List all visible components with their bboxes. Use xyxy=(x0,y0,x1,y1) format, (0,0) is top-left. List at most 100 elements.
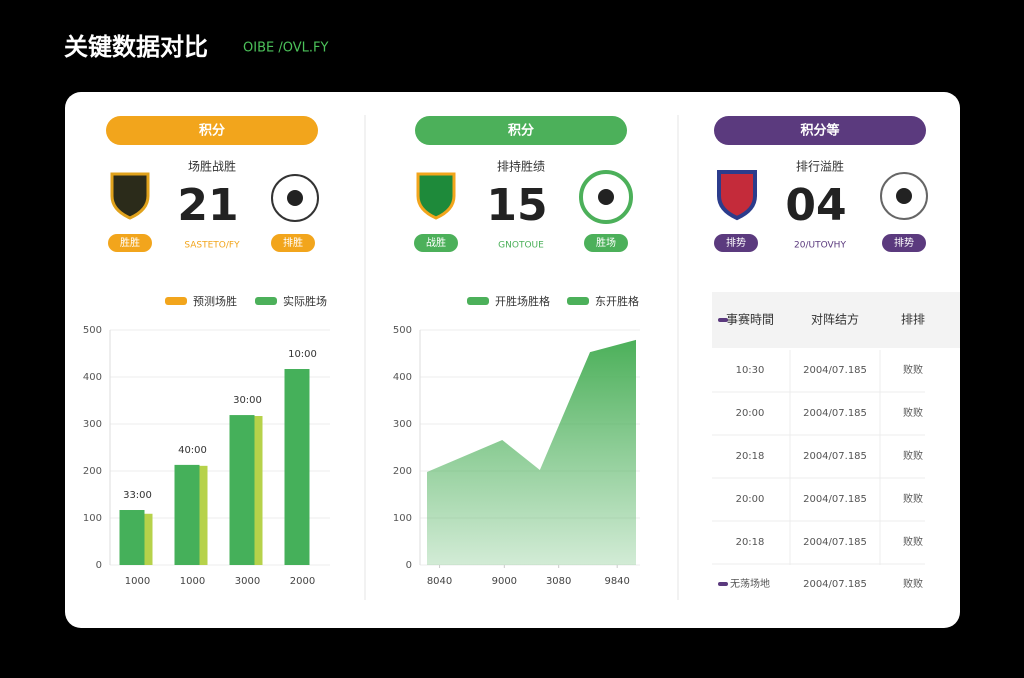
pill-label: 积分 xyxy=(199,123,225,139)
y-tick-label: 100 xyxy=(393,513,412,524)
table-cell: 2004/07.185 xyxy=(803,579,867,590)
y-tick-label: 0 xyxy=(96,560,102,571)
bar xyxy=(253,416,263,565)
bar xyxy=(174,464,200,565)
badges xyxy=(110,170,928,224)
table-cell: 2004/07.185 xyxy=(803,451,867,462)
table-cell: 20:18 xyxy=(736,537,765,548)
table-cell: 2004/07.185 xyxy=(803,494,867,505)
x-tick-label: 1000 xyxy=(180,576,205,587)
legend-label: 开胜场胜格 xyxy=(495,294,550,308)
tag xyxy=(108,234,152,252)
bar xyxy=(229,415,255,565)
table-cell: 败败 xyxy=(903,535,923,548)
x-tick-label: 1000 xyxy=(125,576,150,587)
score: 21 xyxy=(177,180,238,231)
caption: 排持胜绩 xyxy=(497,159,545,174)
x-tick-label: 3080 xyxy=(546,576,571,587)
y-tick-label: 500 xyxy=(83,325,102,336)
team-badge xyxy=(110,172,150,220)
y-tick-label: 400 xyxy=(83,372,102,383)
score: 04 xyxy=(785,180,846,231)
bar-annotation: 40:00 xyxy=(178,445,207,456)
table-header: 排排 xyxy=(901,313,925,327)
ball-icon xyxy=(598,189,614,205)
legend-label: 东开胜格 xyxy=(595,294,639,308)
bar xyxy=(198,465,208,565)
table-cell: 20:00 xyxy=(736,494,765,505)
x-tick-label: 3000 xyxy=(235,576,260,587)
tag-label: 排势 xyxy=(894,236,914,249)
y-tick-label: 500 xyxy=(393,325,412,336)
tag-label: 胜场 xyxy=(596,236,616,249)
table-cell: 20:00 xyxy=(736,408,765,419)
table-cell: 败败 xyxy=(903,449,923,462)
table-cell: 败败 xyxy=(903,363,923,376)
tag-label: 战胜 xyxy=(426,237,446,249)
legend-swatch xyxy=(567,297,589,305)
marker xyxy=(718,582,728,586)
pill xyxy=(106,116,318,145)
team-badge xyxy=(717,170,757,221)
x-tick-label: 8040 xyxy=(427,576,452,587)
table-header: 对阵结方 xyxy=(811,312,859,327)
tag-label: 排势 xyxy=(726,236,746,249)
note: GNOTOUE xyxy=(498,241,544,251)
bar-annotation: 10:00 xyxy=(288,349,317,360)
table-header: 事赛時間 xyxy=(726,312,774,327)
marker xyxy=(718,318,728,322)
y-tick-label: 200 xyxy=(83,466,102,477)
caption: 场胜战胜 xyxy=(188,159,236,174)
legend-label: 预测场胜 xyxy=(193,294,237,308)
table-cell: 无荡场地 xyxy=(730,577,770,590)
y-tick-label: 0 xyxy=(406,560,412,571)
page-subtitle: OIBE /OVL.FY xyxy=(243,41,328,56)
tag xyxy=(882,234,926,252)
table-cell: 败败 xyxy=(903,406,923,419)
note: 20/UTOVHY xyxy=(794,241,846,251)
pill-label: 积分等 xyxy=(800,123,839,139)
legend-label: 实际胜场 xyxy=(283,294,327,308)
tag xyxy=(414,234,458,252)
area xyxy=(427,339,636,565)
table-cell: 败败 xyxy=(903,577,923,590)
bar-annotation: 33:00 xyxy=(123,490,152,501)
legend-swatch xyxy=(165,297,187,305)
tag xyxy=(584,234,628,252)
pill xyxy=(714,116,926,145)
legend-swatch xyxy=(467,297,489,305)
score: 15 xyxy=(486,180,547,231)
tag xyxy=(714,234,758,252)
y-tick-label: 100 xyxy=(83,513,102,524)
x-tick-label: 2000 xyxy=(290,576,315,587)
page-title: 关键数据对比 xyxy=(64,33,208,61)
table-cell: 10:30 xyxy=(736,365,765,376)
table-cell: 败败 xyxy=(903,492,923,505)
tag-label: 排胜 xyxy=(283,236,303,249)
x-tick-label: 9000 xyxy=(492,576,517,587)
y-tick-label: 300 xyxy=(83,419,102,430)
table-cell: 2004/07.185 xyxy=(803,408,867,419)
bar xyxy=(284,369,310,565)
legend-swatch xyxy=(255,297,277,305)
table-cell: 2004/07.185 xyxy=(803,365,867,376)
tag xyxy=(271,234,315,252)
ball-icon xyxy=(287,190,303,206)
tag-label: 胜胜 xyxy=(120,237,140,249)
note: SASTETO/FY xyxy=(184,241,240,251)
pill-label: 积分 xyxy=(508,123,534,139)
x-tick-label: 9840 xyxy=(604,576,629,587)
bar xyxy=(119,510,145,565)
table-header-bg xyxy=(712,292,960,348)
y-tick-label: 200 xyxy=(393,466,412,477)
pill xyxy=(415,116,627,145)
caption: 排行溢胜 xyxy=(796,159,844,174)
bar-annotation: 30:00 xyxy=(233,395,262,406)
table-cell: 20:18 xyxy=(736,451,765,462)
y-tick-label: 300 xyxy=(393,419,412,430)
table-cell: 2004/07.185 xyxy=(803,537,867,548)
ball-icon xyxy=(896,188,912,204)
team-badge xyxy=(416,172,456,220)
